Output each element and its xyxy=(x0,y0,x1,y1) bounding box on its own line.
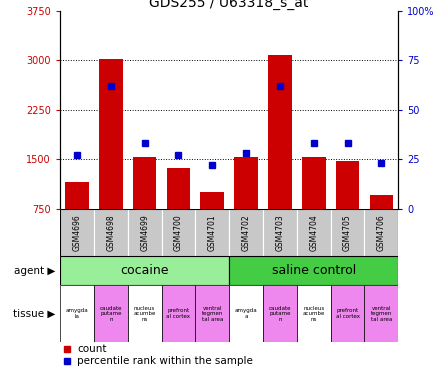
Text: GSM4703: GSM4703 xyxy=(275,214,284,251)
Bar xyxy=(94,285,128,342)
Bar xyxy=(263,209,297,256)
Bar xyxy=(268,55,292,209)
Bar xyxy=(60,209,94,256)
Bar xyxy=(302,157,326,209)
Bar xyxy=(297,285,331,342)
Text: caudate
putame
n: caudate putame n xyxy=(269,306,291,322)
Text: nucleus
acumbe
ns: nucleus acumbe ns xyxy=(134,306,156,322)
Bar xyxy=(331,209,364,256)
Bar xyxy=(60,256,229,285)
Bar xyxy=(234,157,258,209)
Bar xyxy=(200,192,224,209)
Text: prefront
al cortex: prefront al cortex xyxy=(336,309,360,319)
Title: GDS255 / U63318_s_at: GDS255 / U63318_s_at xyxy=(150,0,309,10)
Bar xyxy=(364,209,398,256)
Text: tissue ▶: tissue ▶ xyxy=(13,309,56,319)
Bar xyxy=(128,209,162,256)
Text: ventral
tegmen
tal area: ventral tegmen tal area xyxy=(202,306,223,322)
Bar xyxy=(229,285,263,342)
Bar xyxy=(331,285,364,342)
Text: amygda
a: amygda a xyxy=(235,309,258,319)
Bar xyxy=(128,285,162,342)
Text: GSM4702: GSM4702 xyxy=(242,214,251,251)
Text: caudate
putame
n: caudate putame n xyxy=(100,306,122,322)
Text: GSM4704: GSM4704 xyxy=(309,214,318,251)
Bar xyxy=(364,285,398,342)
Text: prefront
al cortex: prefront al cortex xyxy=(166,309,190,319)
Bar xyxy=(65,182,89,209)
Bar xyxy=(195,209,229,256)
Bar xyxy=(162,285,195,342)
Text: saline control: saline control xyxy=(271,264,356,277)
Bar xyxy=(162,209,195,256)
Bar xyxy=(336,161,360,209)
Bar xyxy=(369,195,393,209)
Text: GSM4698: GSM4698 xyxy=(106,214,115,251)
Text: GSM4706: GSM4706 xyxy=(377,214,386,251)
Text: GSM4701: GSM4701 xyxy=(208,214,217,251)
Text: ventral
tegmen
tal area: ventral tegmen tal area xyxy=(371,306,392,322)
Text: GSM4696: GSM4696 xyxy=(73,214,81,251)
Bar xyxy=(94,209,128,256)
Bar xyxy=(99,59,123,209)
Text: GSM4699: GSM4699 xyxy=(140,214,149,251)
Bar xyxy=(60,285,94,342)
Bar xyxy=(229,209,263,256)
Text: agent ▶: agent ▶ xyxy=(14,266,56,276)
Text: percentile rank within the sample: percentile rank within the sample xyxy=(77,356,253,366)
Bar xyxy=(263,285,297,342)
Text: count: count xyxy=(77,344,106,354)
Bar xyxy=(133,157,157,209)
Text: GSM4705: GSM4705 xyxy=(343,214,352,251)
Text: cocaine: cocaine xyxy=(121,264,169,277)
Bar xyxy=(195,285,229,342)
Text: amygda
la: amygda la xyxy=(65,309,89,319)
Bar xyxy=(166,168,190,209)
Bar xyxy=(229,256,398,285)
Text: nucleus
acumbe
ns: nucleus acumbe ns xyxy=(303,306,325,322)
Text: GSM4700: GSM4700 xyxy=(174,214,183,251)
Bar xyxy=(297,209,331,256)
